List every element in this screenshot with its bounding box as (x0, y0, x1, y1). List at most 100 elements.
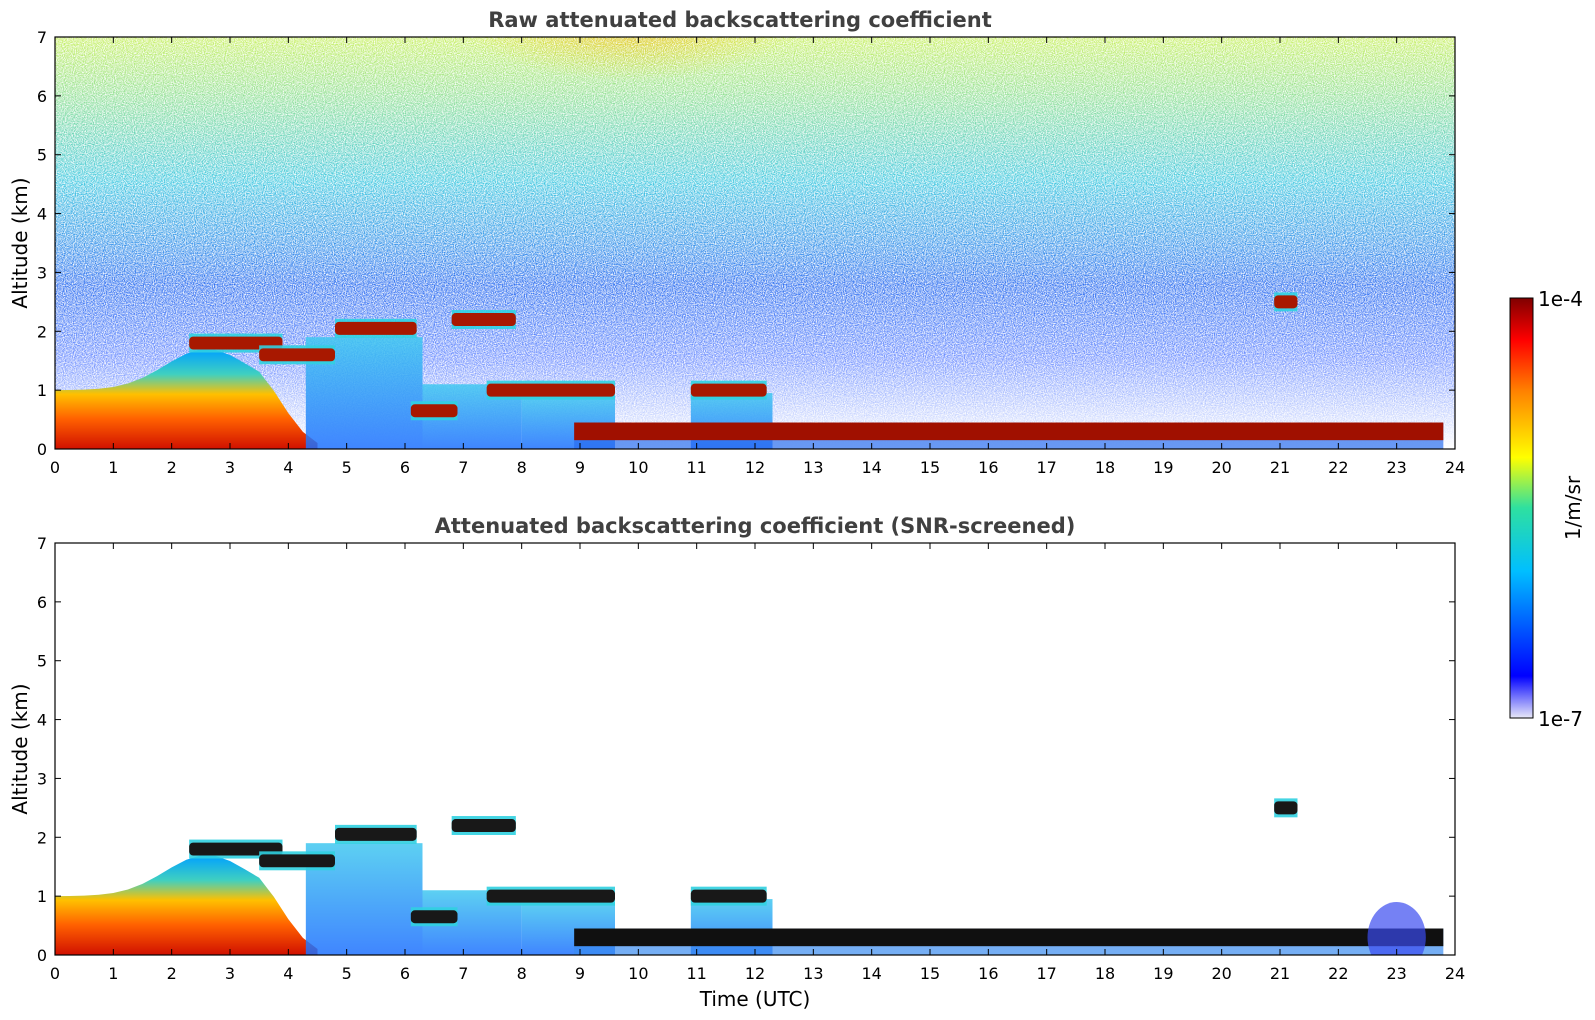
top-x-tick-label: 7 (458, 458, 468, 477)
bottom-x-tick-label: 3 (225, 964, 235, 983)
bottom-x-tick-label: 15 (920, 964, 940, 983)
top-y-tick-label: 4 (37, 205, 47, 224)
bottom-x-tick-label: 21 (1270, 964, 1290, 983)
bottom-x-tick-label: 19 (1153, 964, 1173, 983)
top-x-tick-label: 12 (745, 458, 765, 477)
bottom-aerosol-bump (1367, 902, 1426, 955)
top-x-tick-label: 14 (861, 458, 881, 477)
top-x-tick-label: 2 (167, 458, 177, 477)
bottom-boundary-layer (55, 855, 318, 955)
top-stratocumulus-layer (574, 422, 1444, 441)
bottom-x-tick-label: 1 (108, 964, 118, 983)
bottom-y-tick-label: 6 (37, 593, 47, 612)
bottom-x-tick-label: 8 (517, 964, 527, 983)
top-x-tick-label: 13 (803, 458, 823, 477)
bottom-y-axis: 0 1 2 3 4 5 6 7 (37, 534, 1455, 965)
top-x-tick-label: 1 (108, 458, 118, 477)
bottom-x-tick-label: 24 (1445, 964, 1465, 983)
top-y-axis: 0 1 2 3 4 5 6 7 (37, 28, 1455, 459)
top-x-tick-label: 24 (1445, 458, 1465, 477)
bottom-x-tick-label: 10 (628, 964, 648, 983)
top-title: Raw attenuated backscattering coefficien… (488, 8, 992, 32)
bottom-title: Attenuated backscattering coefficient (S… (435, 514, 1076, 538)
top-x-tick-label: 21 (1270, 458, 1290, 477)
top-x-tick-label: 20 (1211, 458, 1231, 477)
top-x-tick-label: 19 (1153, 458, 1173, 477)
top-x-tick-label: 23 (1386, 458, 1406, 477)
top-cloud (486, 383, 615, 397)
top-y-tick-label: 7 (37, 28, 47, 47)
top-x-tick-label: 8 (517, 458, 527, 477)
bottom-y-tick-label: 1 (37, 887, 47, 906)
bottom-x-tick-label: 13 (803, 964, 823, 983)
top-cloud (259, 348, 335, 362)
colorbar-max-label: 1e-4 (1538, 287, 1583, 311)
bottom-background (55, 543, 1455, 955)
colorbar-min-label: 1e-7 (1538, 707, 1583, 731)
bottom-ylabel: Altitude (km) (8, 683, 32, 814)
top-cloud (1274, 295, 1298, 309)
top-x-tick-label: 17 (1036, 458, 1056, 477)
bottom-y-tick-label: 7 (37, 534, 47, 553)
bottom-cloud (690, 889, 767, 903)
top-x-tick-label: 6 (400, 458, 410, 477)
top-y-tick-label: 2 (37, 322, 47, 341)
bottom-x-tick-label: 7 (458, 964, 468, 983)
bottom-x-tick-label: 23 (1386, 964, 1406, 983)
top-features (55, 292, 1444, 449)
top-y-tick-label: 1 (37, 381, 47, 400)
top-x-tick-label: 11 (686, 458, 706, 477)
bottom-y-tick-label: 4 (37, 711, 47, 730)
top-panel: Raw attenuated backscattering coefficien… (8, 8, 1465, 477)
colorbar-gradient (1509, 297, 1534, 719)
bottom-cloud (335, 827, 417, 841)
bottom-stratocumulus-layer (574, 928, 1444, 947)
top-cloud (690, 383, 767, 397)
bottom-cloud (486, 889, 615, 903)
top-cloud (451, 313, 516, 326)
top-x-axis: 0 1 2 3 4 5 6 7 8 9 10 11 12 13 14 15 16 17 18 19 20 21 22 23 24 (50, 37, 1465, 477)
bottom-x-tick-label: 5 (342, 964, 352, 983)
top-cloud (410, 404, 458, 418)
bottom-y-tick-label: 2 (37, 828, 47, 847)
top-y-tick-label: 6 (37, 87, 47, 106)
colorbar: 1e-4 1e-7 1/m/sr (1509, 287, 1585, 731)
top-x-tick-label: 4 (283, 458, 293, 477)
bottom-cloud (410, 910, 458, 924)
bottom-x-tick-label: 22 (1328, 964, 1348, 983)
bottom-x-tick-label: 4 (283, 964, 293, 983)
bottom-x-tick-label: 20 (1211, 964, 1231, 983)
bottom-x-tick-label: 12 (745, 964, 765, 983)
bottom-xlabel: Time (UTC) (699, 987, 811, 1011)
bottom-x-tick-label: 18 (1095, 964, 1115, 983)
top-x-tick-label: 3 (225, 458, 235, 477)
bottom-x-tick-label: 17 (1036, 964, 1056, 983)
bottom-features (55, 798, 1444, 955)
bottom-x-tick-label: 0 (50, 964, 60, 983)
top-y-tick-label: 5 (37, 146, 47, 165)
top-y-tick-label: 3 (37, 263, 47, 282)
top-y-tick-label: 0 (37, 440, 47, 459)
top-noise-hotspot (450, 37, 810, 130)
bottom-x-tick-label: 16 (978, 964, 998, 983)
bottom-x-axis: 0 1 2 3 4 5 6 7 8 9 10 11 12 13 14 15 16 17 18 19 20 21 22 23 24 (50, 543, 1465, 983)
colorbar-label: 1/m/sr (1561, 475, 1585, 540)
top-x-tick-label: 5 (342, 458, 352, 477)
bottom-y-tick-label: 5 (37, 652, 47, 671)
top-heatmap (55, 37, 1455, 449)
bottom-cloud (259, 854, 335, 868)
bottom-x-tick-label: 2 (167, 964, 177, 983)
bottom-heatmap (55, 543, 1455, 955)
top-x-tick-label: 9 (575, 458, 585, 477)
top-x-tick-label: 18 (1095, 458, 1115, 477)
bottom-x-tick-label: 6 (400, 964, 410, 983)
bottom-y-tick-label: 3 (37, 769, 47, 788)
bottom-x-tick-label: 11 (686, 964, 706, 983)
bottom-cloud (1274, 801, 1298, 815)
top-boundary-layer (55, 349, 318, 449)
top-x-tick-label: 22 (1328, 458, 1348, 477)
top-x-tick-label: 0 (50, 458, 60, 477)
bottom-x-tick-label: 9 (575, 964, 585, 983)
top-x-tick-label: 15 (920, 458, 940, 477)
